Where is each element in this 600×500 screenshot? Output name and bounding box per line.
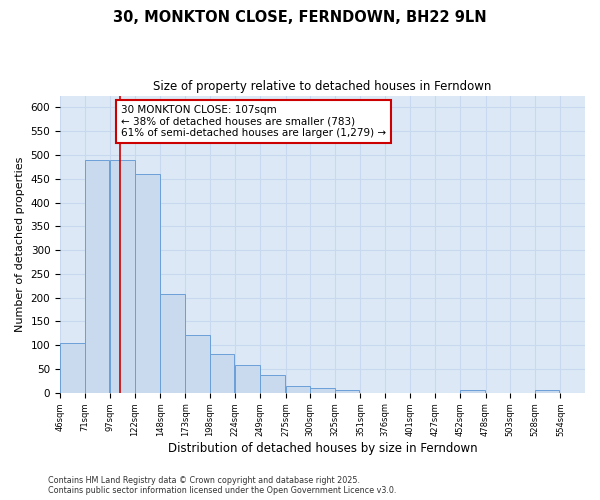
Bar (60, 343, 85, 392)
Bar (160, 294, 185, 392)
Bar (85, 160, 109, 392)
Y-axis label: Number of detached properties: Number of detached properties (15, 156, 25, 332)
Bar (260, 375, 284, 392)
X-axis label: Distribution of detached houses by size in Ferndown: Distribution of detached houses by size … (168, 442, 478, 455)
Bar (310, 388, 335, 392)
Bar (535, 390, 559, 392)
Bar (460, 390, 485, 392)
Text: 30 MONKTON CLOSE: 107sqm
← 38% of detached houses are smaller (783)
61% of semi-: 30 MONKTON CLOSE: 107sqm ← 38% of detach… (121, 105, 386, 138)
Bar (210, 354, 235, 393)
Bar (110, 160, 135, 392)
Bar (286, 386, 310, 392)
Title: Size of property relative to detached houses in Ferndown: Size of property relative to detached ho… (154, 80, 492, 93)
Text: Contains HM Land Registry data © Crown copyright and database right 2025.
Contai: Contains HM Land Registry data © Crown c… (48, 476, 397, 495)
Text: 30, MONKTON CLOSE, FERNDOWN, BH22 9LN: 30, MONKTON CLOSE, FERNDOWN, BH22 9LN (113, 10, 487, 25)
Bar (235, 365, 260, 392)
Bar (135, 174, 160, 392)
Bar (335, 390, 359, 392)
Bar (185, 334, 210, 392)
